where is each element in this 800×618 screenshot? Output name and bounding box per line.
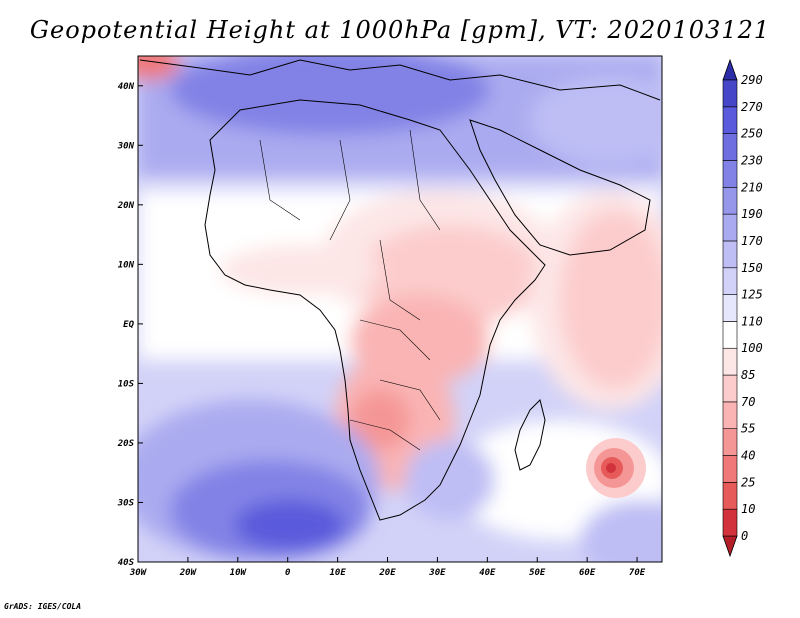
colorbar-label: 290	[741, 73, 763, 87]
colorbar-label: 40	[741, 449, 755, 463]
colorbar-bin	[722, 508, 738, 537]
colorbar-label: 25	[741, 475, 755, 489]
colorbar-label: 110	[741, 314, 763, 328]
chart-title: Geopotential Height at 1000hPa [gpm], VT…	[29, 16, 771, 44]
lat-tick-label: 20S	[117, 439, 135, 449]
cyclone-low	[586, 438, 646, 498]
map-axes: 30W 20W 10W 0 10E 20E 30E 40E 50E 60E 70E 40N 30N 20N…	[117, 82, 646, 578]
lon-tick-label: 50E	[529, 568, 546, 578]
map-frame	[137, 55, 663, 563]
colorbar-bin	[722, 160, 738, 188]
colorbar-label: 55	[741, 422, 755, 436]
colorbar-bin	[722, 428, 738, 456]
colorbar-label: 210	[741, 180, 763, 194]
lat-tick-label: 40S	[118, 558, 135, 568]
colorbar-bin	[722, 106, 738, 134]
arabia-coastline	[469, 119, 651, 256]
colorbar-bin	[722, 267, 738, 295]
colorbar-label: 10	[741, 502, 755, 516]
lat-tick-label: 20N	[117, 201, 135, 211]
colorbar-label: 150	[741, 261, 763, 275]
madagascar-coastline	[514, 399, 546, 471]
geopotential-field	[138, 56, 662, 562]
colorbar-label: 190	[741, 207, 763, 221]
colorbar-max-arrow	[722, 58, 738, 81]
colorbar-bin	[722, 374, 738, 403]
lon-tick-label: 70E	[629, 568, 646, 578]
colorbar-bin	[722, 213, 738, 242]
africa-coastline	[204, 99, 546, 521]
colorbar-min-arrow	[722, 535, 738, 558]
colorbar-label: 270	[741, 100, 763, 114]
colorbar-label: 230	[741, 153, 763, 167]
colorbar-bin	[722, 321, 738, 349]
colorbar-bin	[722, 347, 738, 376]
colorbar-bin	[722, 186, 738, 215]
colorbar: 0 10 25 40 55 70 85 100 110 125 150 170 190 210 230 250…	[722, 58, 763, 558]
lon-tick-label: 20E	[378, 568, 396, 578]
colorbar-bin	[722, 294, 738, 322]
colorbar-label: 250	[741, 127, 763, 141]
colorbar-label: 100	[741, 341, 763, 355]
border-lines	[259, 129, 441, 451]
lon-tick-label: 30E	[428, 568, 446, 578]
lon-tick-label: 10W	[230, 568, 248, 578]
coastlines	[139, 59, 661, 521]
colorbar-label: 70	[741, 395, 755, 409]
colorbar-label: 170	[741, 234, 763, 248]
colorbar-bin	[722, 79, 738, 108]
credit-label: GrADS: IGES/COLA	[4, 602, 82, 611]
lat-tick-label: 10N	[118, 260, 135, 270]
lon-tick-label: 40E	[479, 568, 496, 578]
lat-tick-label: 30N	[117, 141, 135, 151]
lat-tick-label: 10S	[118, 379, 135, 389]
colorbar-label: 125	[741, 288, 763, 302]
colorbar-bin	[722, 455, 738, 483]
europe-coastline	[139, 59, 661, 101]
lat-tick-label: 40N	[118, 82, 135, 92]
lat-tick-label: EQ	[123, 320, 134, 330]
colorbar-bin	[722, 482, 738, 510]
lon-tick-label: 0	[285, 568, 291, 578]
colorbar-bin	[722, 133, 738, 161]
lon-tick-label: 30W	[129, 568, 148, 578]
colorbar-bin	[722, 240, 738, 269]
lon-tick-label: 20W	[179, 568, 198, 578]
colorbar-bin	[722, 401, 738, 430]
lon-tick-label: 60E	[579, 568, 596, 578]
lat-tick-label: 30S	[117, 498, 135, 508]
lon-tick-label: 10E	[329, 568, 346, 578]
colorbar-label: 85	[741, 368, 755, 382]
colorbar-label: 0	[741, 529, 748, 543]
